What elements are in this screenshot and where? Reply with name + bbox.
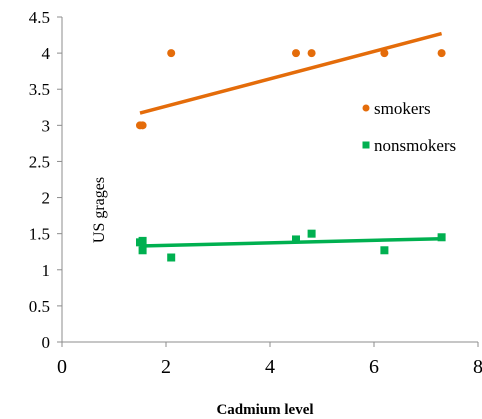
nonsmokers-point xyxy=(380,246,389,255)
data-points xyxy=(136,49,446,262)
nonsmokers-point xyxy=(307,229,316,238)
y-tick-label: 3 xyxy=(42,116,51,135)
x-tick-labels: 0 2 4 6 8 xyxy=(57,356,482,378)
y-tick-label: 4 xyxy=(42,44,51,63)
nonsmokers-point xyxy=(138,236,147,245)
x-tick-label: 8 xyxy=(473,356,482,378)
y-tick-label: 2.5 xyxy=(29,152,50,171)
legend-marker-smokers xyxy=(362,104,370,112)
y-tick-label: 2 xyxy=(42,189,51,208)
y-axis-title: US grages xyxy=(91,177,108,243)
nonsmokers-trendline xyxy=(139,236,442,248)
y-tick-label: 1 xyxy=(42,261,51,280)
smokers-point xyxy=(437,49,446,58)
y-tick-labels: 0 0.5 1 1.5 2 2.5 3 3.5 4 4.5 xyxy=(29,8,51,352)
x-tick-label: 0 xyxy=(57,356,67,378)
smokers-point xyxy=(138,121,147,130)
y-tick-label: 4.5 xyxy=(29,8,50,27)
x-tick-label: 6 xyxy=(369,356,379,378)
x-tick-label: 2 xyxy=(161,356,171,378)
smokers-point xyxy=(307,49,316,58)
y-tick-label: 3.5 xyxy=(29,80,50,99)
nonsmokers-point xyxy=(292,235,300,244)
nonsmokers-point xyxy=(138,246,147,255)
smokers-point xyxy=(292,49,300,58)
axes xyxy=(57,16,479,347)
legend: smokers nonsmokers xyxy=(362,99,456,155)
smokers-trendline xyxy=(139,31,443,115)
y-tick-label: 0 xyxy=(42,333,51,352)
nonsmokers-point xyxy=(437,233,446,242)
legend-label-smokers: smokers xyxy=(374,99,431,118)
legend-label-nonsmokers: nonsmokers xyxy=(374,136,456,155)
smokers-point xyxy=(167,49,176,58)
legend-marker-nonsmokers xyxy=(362,141,370,149)
x-axis-title: Cadmium level xyxy=(216,402,313,418)
smokers-point xyxy=(380,49,389,58)
trendlines xyxy=(139,31,443,248)
y-tick-label: 1.5 xyxy=(29,225,50,244)
y-tick-label: 0.5 xyxy=(29,297,50,316)
nonsmokers-point xyxy=(167,253,176,262)
x-tick-label: 4 xyxy=(265,356,275,378)
